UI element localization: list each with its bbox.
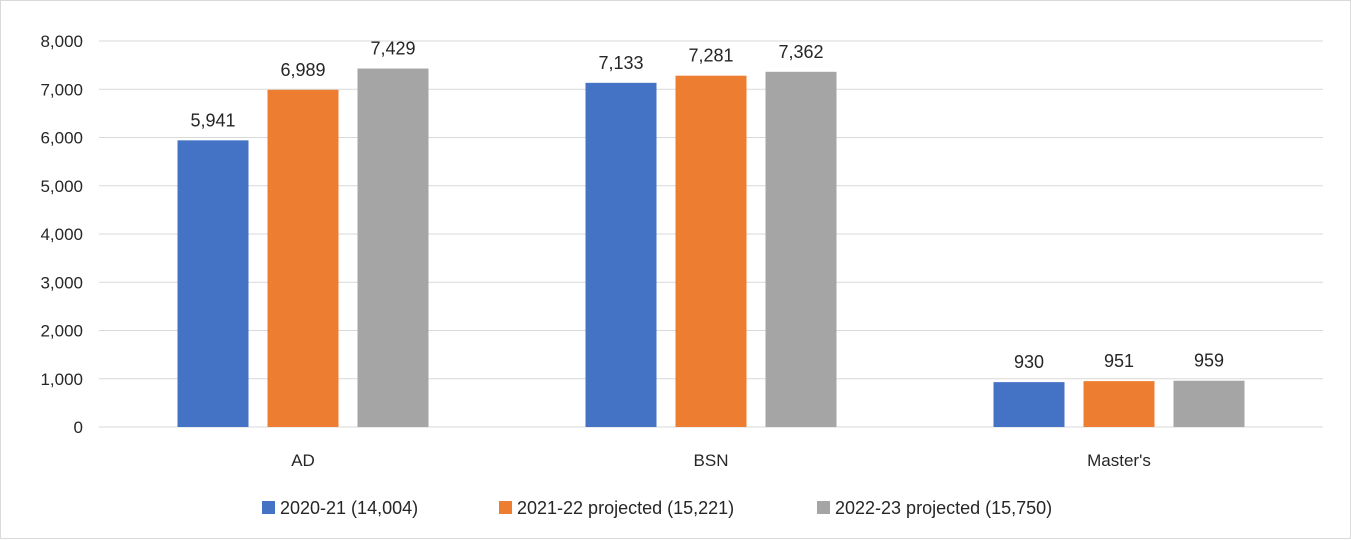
bar (993, 382, 1065, 427)
data-label: 930 (1014, 352, 1044, 372)
y-axis-ticks: 0 1,000 2,000 3,000 4,000 5,000 6,000 7,000 8,00… (40, 32, 83, 437)
y-tick-label: 5,000 (40, 177, 83, 196)
legend-swatch (817, 501, 830, 514)
data-label: 7,281 (688, 46, 733, 66)
bar (585, 82, 657, 427)
legend: 2020-21 (14,004) 2021-22 projected (15,22… (262, 498, 1052, 518)
data-label: 6,989 (280, 60, 325, 80)
bar (1083, 381, 1155, 427)
data-label: 7,362 (778, 42, 823, 62)
y-tick-label: 2,000 (40, 322, 83, 341)
x-category-label: Master's (1087, 451, 1151, 470)
bar (765, 71, 837, 427)
y-tick-label: 7,000 (40, 80, 83, 99)
bar (267, 89, 339, 427)
y-tick-label: 1,000 (40, 370, 83, 389)
y-tick-label: 3,000 (40, 273, 83, 292)
y-tick-label: 6,000 (40, 129, 83, 148)
y-tick-label: 0 (74, 418, 83, 437)
x-axis-categories: AD BSN Master's (291, 451, 1151, 470)
legend-swatch (262, 501, 275, 514)
data-label: 7,133 (598, 53, 643, 73)
bar (1173, 380, 1245, 427)
x-category-label: BSN (694, 451, 729, 470)
data-label: 5,941 (190, 110, 235, 130)
data-label: 7,429 (370, 39, 415, 59)
y-tick-label: 4,000 (40, 225, 83, 244)
x-category-label: AD (291, 451, 315, 470)
bar (357, 68, 429, 427)
data-label: 951 (1104, 351, 1134, 371)
y-tick-label: 8,000 (40, 32, 83, 51)
bar (675, 75, 747, 428)
legend-entry: 2020-21 (14,004) (280, 498, 418, 518)
bar (177, 140, 249, 428)
legend-entry: 2022-23 projected (15,750) (835, 498, 1052, 518)
legend-entry: 2021-22 projected (15,221) (517, 498, 734, 518)
data-label: 959 (1194, 351, 1224, 371)
data-labels: 5,941 6,989 7,429 7,133 7,281 7,362 930 951 959 (190, 39, 1224, 373)
bars (177, 68, 1245, 428)
legend-swatch (499, 501, 512, 514)
